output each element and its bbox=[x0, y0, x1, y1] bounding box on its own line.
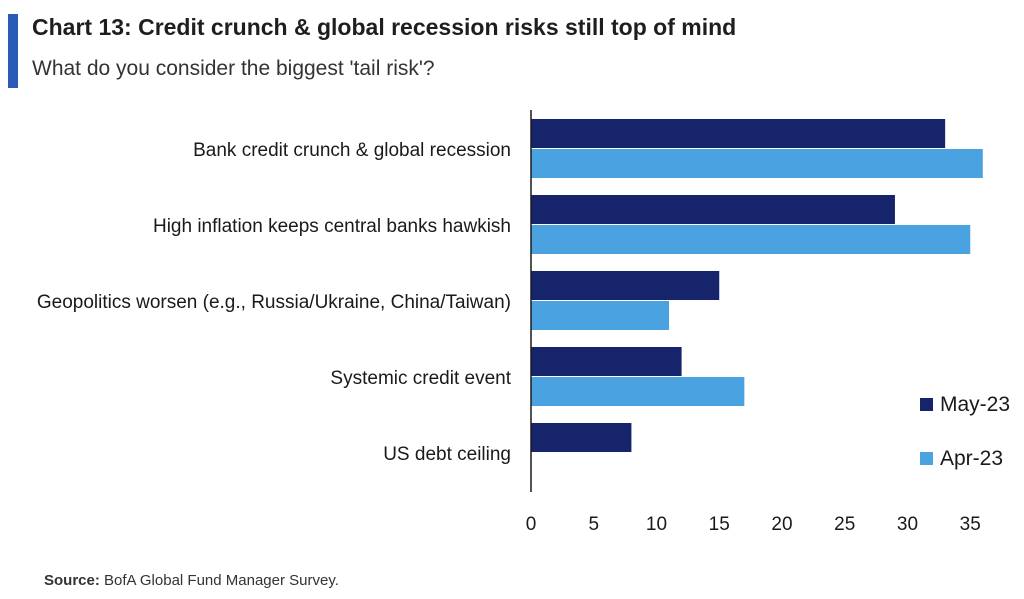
x-tick-label-5: 25 bbox=[834, 514, 855, 535]
title-accent-bar bbox=[8, 14, 18, 88]
x-tick-label-2: 10 bbox=[646, 514, 667, 535]
x-tick-label-7: 35 bbox=[960, 514, 981, 535]
x-tick-label-6: 30 bbox=[897, 514, 918, 535]
legend-label-may-23: May-23 bbox=[940, 393, 1010, 416]
bar-apr-23-3 bbox=[531, 377, 745, 406]
chart-subtitle: What do you consider the biggest 'tail r… bbox=[32, 57, 435, 80]
bar-may-23-3 bbox=[531, 347, 682, 376]
bar-apr-23-1 bbox=[531, 225, 971, 254]
x-tick-label-4: 20 bbox=[771, 514, 792, 535]
bar-may-23-0 bbox=[531, 119, 946, 148]
category-label-2: Geopolitics worsen (e.g., Russia/Ukraine… bbox=[37, 292, 511, 313]
source-note: Source: BofA Global Fund Manager Survey. bbox=[44, 572, 339, 589]
bar-apr-23-2 bbox=[531, 301, 670, 330]
bar-apr-23-0 bbox=[531, 149, 983, 178]
legend-swatch-may-23 bbox=[920, 398, 933, 411]
source-label: Source: bbox=[44, 572, 100, 589]
legend-swatch-apr-23 bbox=[920, 452, 933, 465]
x-tick-label-3: 15 bbox=[709, 514, 730, 535]
category-label-0: Bank credit crunch & global recession bbox=[193, 140, 511, 161]
bar-may-23-2 bbox=[531, 271, 720, 300]
bar-may-23-4 bbox=[531, 423, 632, 452]
x-tick-label-0: 0 bbox=[526, 514, 537, 535]
bar-may-23-1 bbox=[531, 195, 895, 224]
x-tick-label-1: 5 bbox=[588, 514, 599, 535]
legend-label-apr-23: Apr-23 bbox=[940, 447, 1003, 470]
category-label-1: High inflation keeps central banks hawki… bbox=[153, 216, 511, 237]
category-label-4: US debt ceiling bbox=[383, 444, 511, 465]
source-text: BofA Global Fund Manager Survey. bbox=[104, 572, 339, 589]
category-label-3: Systemic credit event bbox=[330, 368, 511, 389]
chart-title: Chart 13: Credit crunch & global recessi… bbox=[32, 14, 737, 40]
